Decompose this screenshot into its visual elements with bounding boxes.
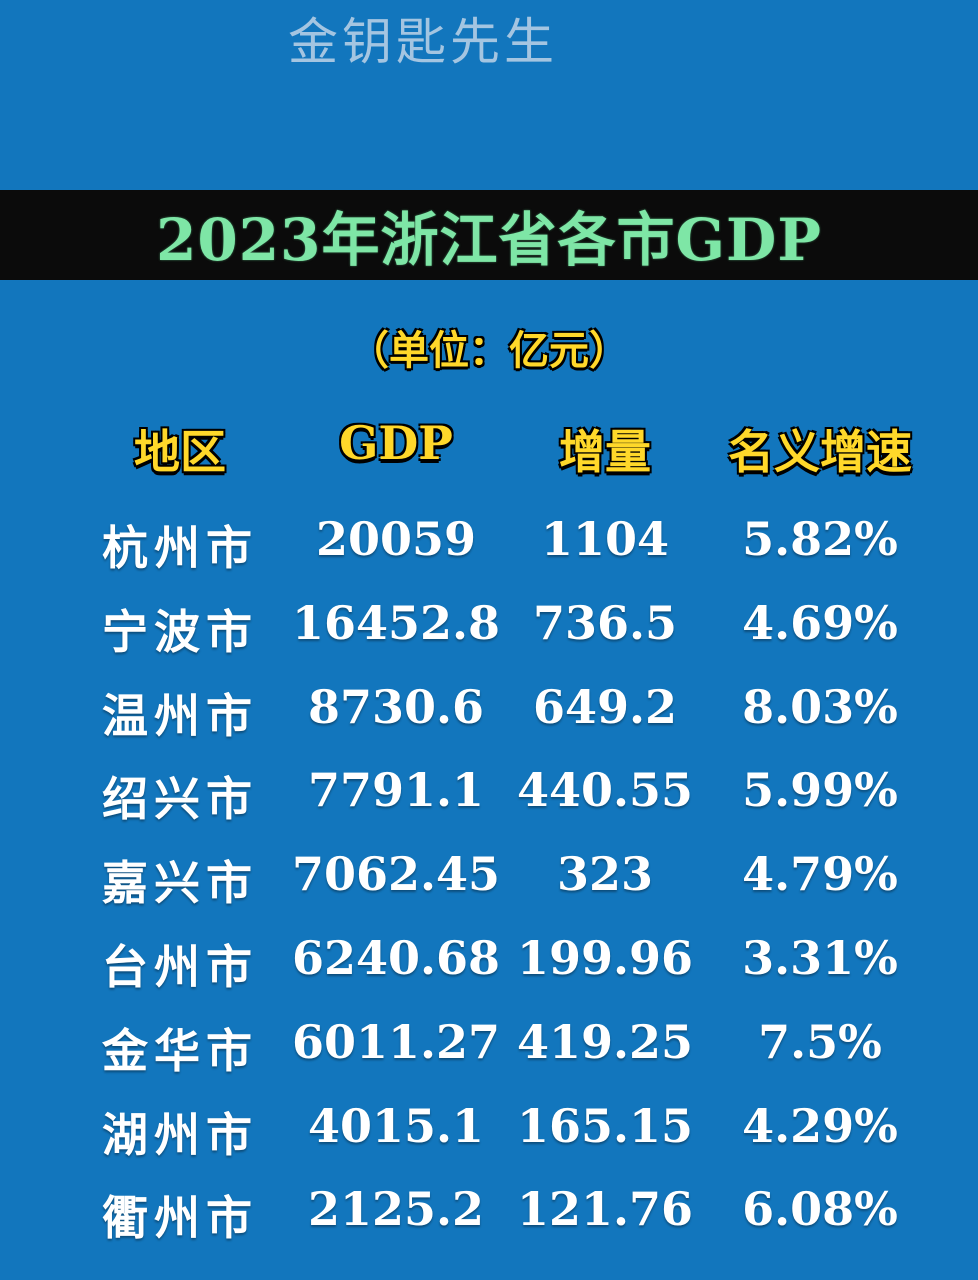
table-row: 台州市 6240.68 199.96 3.31%: [0, 919, 978, 1003]
gdp-cell: 4015.1: [307, 1098, 485, 1153]
growth-cell: 5.82%: [742, 512, 898, 566]
gdp-cell: 7791.1: [307, 763, 485, 818]
city-cell: 金华市: [102, 1023, 258, 1078]
title-band: 2023年浙江省各市GDP: [0, 190, 978, 280]
city-cell: 衢州市: [102, 1191, 258, 1246]
increase-cell: 199.96: [516, 930, 694, 985]
table-row: 宁波市 16452.8 736.5 4.69%: [0, 584, 978, 668]
gdp-cell: 2125.2: [307, 1182, 485, 1237]
increase-cell: 165.15: [516, 1098, 694, 1153]
growth-cell: 3.31%: [742, 930, 898, 985]
table-row: 杭州市 20059 1104 5.82%: [0, 500, 978, 584]
growth-cell: 7.5%: [758, 1014, 882, 1069]
growth-cell: 6.08%: [742, 1182, 898, 1237]
header-increase: 增量: [559, 425, 651, 479]
growth-cell: 4.79%: [742, 847, 898, 902]
growth-cell: 4.69%: [742, 595, 898, 650]
city-cell: 湖州市: [102, 1107, 258, 1162]
table-row: 绍兴市 7791.1 440.55 5.99%: [0, 751, 978, 835]
header-gdp: GDP: [339, 416, 453, 470]
city-cell: 绍兴市: [102, 772, 258, 827]
header-region: 地区: [134, 425, 226, 479]
increase-cell: 736.5: [532, 595, 678, 650]
table-body: 杭州市 20059 1104 5.82% 宁波市 16452.8 736.5 4…: [0, 500, 978, 1254]
city-cell: 台州市: [102, 939, 258, 994]
unit-label: （单位：亿元）: [349, 327, 629, 374]
gdp-cell: 7062.45: [291, 847, 501, 902]
gdp-cell: 16452.8: [291, 595, 501, 650]
table-row: 温州市 8730.6 649.2 8.03%: [0, 668, 978, 752]
gdp-cell: 6240.68: [291, 930, 501, 985]
growth-cell: 8.03%: [742, 679, 898, 734]
city-cell: 杭州市: [102, 521, 258, 575]
growth-cell: 5.99%: [742, 763, 898, 818]
header-growth: 名义增速: [728, 425, 912, 479]
page-title: 2023年浙江省各市GDP: [156, 206, 822, 274]
gdp-cell: 6011.27: [291, 1014, 501, 1069]
city-cell: 嘉兴市: [102, 856, 258, 911]
growth-cell: 4.29%: [742, 1098, 898, 1153]
table-row: 嘉兴市 7062.45 323 4.79%: [0, 835, 978, 919]
increase-cell: 323: [556, 847, 654, 902]
increase-cell: 121.76: [516, 1182, 694, 1237]
gdp-cell: 8730.6: [307, 679, 485, 734]
table-row: 衢州市 2125.2 121.76 6.08%: [0, 1170, 978, 1254]
increase-cell: 419.25: [516, 1014, 694, 1069]
table-row: 金华市 6011.27 419.25 7.5%: [0, 1003, 978, 1087]
increase-cell: 1104: [540, 512, 670, 566]
increase-cell: 440.55: [516, 763, 694, 818]
gdp-cell: 20059: [315, 512, 477, 566]
table-row: 湖州市 4015.1 165.15 4.29%: [0, 1087, 978, 1171]
increase-cell: 649.2: [532, 679, 678, 734]
watermark: 金钥匙先生: [288, 13, 558, 71]
city-cell: 温州市: [102, 688, 258, 743]
city-cell: 宁波市: [102, 604, 258, 659]
table-header: 地区 GDP 增量 名义增速: [0, 416, 978, 479]
